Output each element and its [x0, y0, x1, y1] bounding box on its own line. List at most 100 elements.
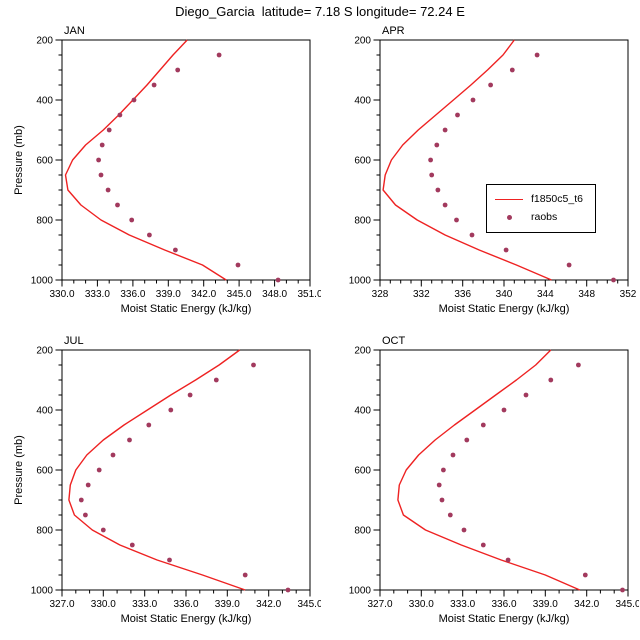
raobs-point — [436, 482, 442, 488]
panel-oct: 327.0 330.0 333.0 336.0 339.0 342.0 345.0 200 40… — [324, 330, 639, 638]
x-tick-label: 332 — [413, 289, 430, 300]
plot-box — [61, 349, 311, 591]
x-tick-label: 328 — [372, 289, 389, 300]
y-axis-title: Pressure (mb) — [13, 125, 25, 195]
raobs-point — [450, 452, 456, 458]
raobs-point — [85, 482, 91, 488]
x-tick-label: 345.0 — [615, 599, 639, 610]
raobs-point — [96, 157, 101, 163]
y-tick-label: 800 — [36, 216, 53, 227]
x-tick-label: 339.0 — [156, 289, 181, 300]
y-tick-label: 800 — [354, 526, 371, 537]
x-axis-title: Moist Static Energy (kJ/kg) — [438, 613, 570, 625]
y-tick-label: 1000 — [349, 276, 372, 287]
x-tick-label: 333.0 — [132, 599, 157, 610]
raobs-point — [441, 467, 446, 473]
raobs-point — [175, 67, 181, 73]
plot-box — [379, 39, 629, 281]
y-tick-label: 400 — [36, 96, 53, 107]
x-tick-label: 330.0 — [409, 599, 434, 610]
x-tick-label: 352 — [620, 289, 637, 300]
raobs-point — [99, 142, 105, 148]
y-tick-label: 800 — [354, 216, 371, 227]
raobs-marker-sample — [495, 214, 523, 220]
raobs-point — [151, 82, 157, 88]
x-tick-label: 336.0 — [491, 599, 516, 610]
x-tick-label: 330.0 — [49, 289, 74, 300]
chart-jan: 330.0 333.0 336.0 339.0 342.0 345.0 348.0 351.0… — [31, 36, 321, 301]
raobs-point — [442, 202, 448, 208]
y-tick-label: 200 — [354, 36, 371, 47]
chart-oct: 327.0 330.0 333.0 336.0 339.0 342.0 345.0 200 40… — [349, 346, 639, 611]
y-tick-label: 400 — [354, 406, 371, 417]
x-axis-title: Moist Static Energy (kJ/kg) — [438, 303, 570, 315]
panel-month-label: OCT — [382, 335, 406, 347]
x-tick-label: 344 — [537, 289, 554, 300]
x-tick-label: 348.0 — [262, 289, 287, 300]
raobs-point — [566, 262, 572, 268]
x-tick-label: 348 — [578, 289, 595, 300]
raobs-point — [187, 392, 193, 398]
x-tick-label: 330.0 — [91, 599, 116, 610]
panel-apr: 328 332 336 340 344 348 352 200 400 600 800 1000 AP… — [324, 20, 639, 328]
x-tick-label: 342.0 — [191, 289, 216, 300]
y-tick-label: 600 — [36, 156, 53, 167]
legend-label-raobs: raobs — [531, 211, 558, 223]
raobs-point — [285, 587, 291, 593]
raobs-point — [454, 217, 459, 223]
y-tick-label: 200 — [36, 346, 53, 357]
raobs-point — [106, 127, 112, 133]
raobs-point — [127, 437, 132, 443]
x-tick-label: 327.0 — [367, 599, 392, 610]
y-tick-label: 1000 — [31, 586, 54, 597]
raobs-point — [117, 112, 123, 118]
raobs-point — [480, 422, 486, 428]
y-tick-label: 200 — [36, 36, 53, 47]
model-line — [64, 39, 227, 281]
raobs-point — [470, 97, 476, 103]
x-tick-label: 339.0 — [215, 599, 240, 610]
raobs-point — [461, 527, 467, 533]
raobs-point — [434, 142, 440, 148]
y-tick-label: 1000 — [349, 586, 372, 597]
raobs-point — [620, 587, 625, 593]
raobs-point — [548, 377, 554, 383]
raobs-point — [455, 112, 460, 118]
y-tick-label: 600 — [354, 466, 371, 477]
plot-box — [379, 349, 629, 591]
y-tick-label: 200 — [354, 346, 371, 357]
chart-jul: 327.0 330.0 333.0 336.0 339.0 342.0 345.0 200 40… — [31, 346, 321, 611]
panel-month-label: JAN — [64, 25, 85, 37]
x-tick-label: 336.0 — [173, 599, 198, 610]
raobs-point — [442, 127, 448, 133]
raobs-point — [105, 187, 111, 193]
x-tick-label: 327.0 — [49, 599, 74, 610]
raobs-point — [235, 262, 241, 268]
y-tick-label: 600 — [354, 156, 371, 167]
raobs-point — [96, 467, 102, 473]
panel-jul: 327.0 330.0 333.0 336.0 339.0 342.0 345.0 200 40… — [6, 330, 321, 638]
raobs-point — [173, 247, 178, 253]
raobs-point — [129, 542, 135, 548]
raobs-point — [435, 187, 441, 193]
raobs-point — [447, 512, 453, 518]
raobs-point — [146, 422, 152, 428]
raobs-point — [110, 452, 116, 458]
raobs-point — [147, 232, 152, 238]
x-tick-label: 336 — [454, 289, 471, 300]
raobs-point — [213, 377, 219, 383]
raobs-point — [488, 82, 493, 88]
legend-entry-model: f1850c5_t6 — [495, 190, 583, 208]
raobs-point — [242, 572, 248, 578]
plot-box — [61, 39, 311, 281]
raobs-point — [582, 572, 588, 578]
raobs-point — [167, 557, 172, 563]
y-tick-label: 400 — [36, 406, 53, 417]
y-tick-label: 600 — [36, 466, 53, 477]
raobs-point — [501, 407, 507, 413]
legend-entry-raobs: raobs — [495, 208, 583, 226]
model-line — [397, 349, 581, 591]
raobs-point — [129, 217, 135, 223]
model-line — [382, 39, 552, 281]
